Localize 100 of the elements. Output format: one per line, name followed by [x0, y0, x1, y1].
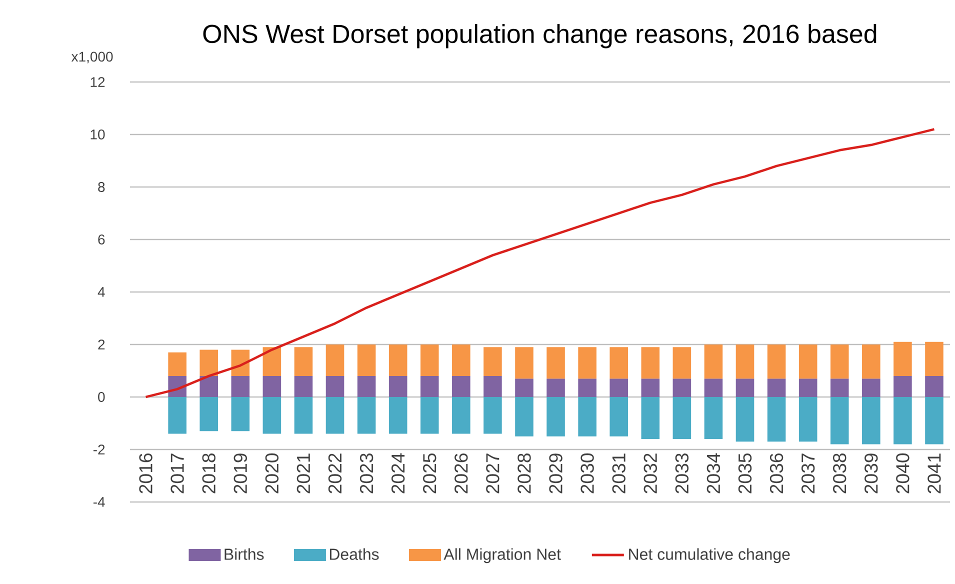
bar: [672, 347, 692, 379]
bar: [704, 344, 723, 379]
bar: [231, 396, 250, 432]
bar: [294, 376, 313, 397]
bar: [200, 350, 218, 376]
bar: [515, 396, 534, 436]
bar: [357, 376, 376, 397]
bar: [546, 396, 565, 436]
y-tick-label: 0: [98, 392, 105, 402]
x-tick-label: 2033: [675, 454, 689, 494]
y-tick-label: 8: [98, 182, 105, 192]
bar: [420, 376, 439, 397]
bar: [610, 378, 628, 397]
bar: [704, 378, 723, 397]
bar: [862, 378, 880, 397]
x-tick-label: 2035: [738, 453, 752, 494]
y-tick-label: -2: [93, 444, 105, 454]
bar: [736, 344, 754, 379]
x-tick-label: 2022: [328, 454, 342, 494]
bar: [830, 396, 849, 444]
bar: [326, 376, 344, 397]
bar: [830, 344, 849, 379]
bar: [546, 347, 565, 379]
bar: [578, 347, 596, 379]
bar: [326, 344, 344, 376]
x-tick-label: 2025: [423, 453, 436, 494]
bar: [168, 396, 186, 434]
x-tick-label: 2036: [770, 454, 784, 494]
bar: [200, 376, 218, 397]
x-tick-label: 2041: [928, 454, 941, 494]
bar: [798, 396, 818, 442]
legend-label: Deaths: [330, 548, 379, 560]
x-tick-label: 2027: [486, 454, 500, 494]
legend-label: Net cumulative change: [629, 548, 790, 564]
bar: [610, 396, 628, 436]
bar: [736, 378, 754, 397]
bar: [672, 378, 692, 397]
x-tick-label: 2039: [864, 454, 878, 494]
bar: [641, 378, 660, 397]
x-tick-label: 2032: [644, 454, 658, 494]
y-axis-title: x1,000: [71, 52, 113, 64]
x-tick-label: 2031: [612, 454, 626, 494]
bar: [388, 396, 408, 434]
legend-label: All Migration Net: [444, 548, 561, 564]
bar: [862, 344, 880, 379]
bar: [357, 344, 376, 376]
bar: [798, 378, 818, 397]
x-tick-label: 2018: [202, 454, 216, 494]
bar: [515, 378, 534, 397]
x-tick-label: 2024: [391, 453, 405, 494]
bar: [925, 342, 944, 376]
x-tick-label: 2030: [580, 453, 594, 494]
bar: [388, 376, 408, 397]
x-tick-label: 2017: [170, 454, 184, 494]
bar: [420, 344, 439, 376]
bar: [578, 378, 596, 397]
bar: [168, 352, 186, 376]
bar: [830, 378, 849, 397]
bar: [641, 396, 660, 439]
x-tick-label: 2038: [832, 454, 846, 494]
bar: [767, 378, 786, 397]
bar: [452, 396, 470, 434]
bar: [736, 396, 754, 442]
bar: [326, 396, 344, 434]
bar: [610, 347, 628, 379]
chart-title: ONS West Dorset population change reasons, 2016 based: [203, 24, 876, 48]
y-tick-label: 2: [98, 340, 105, 350]
bar: [767, 344, 786, 379]
bar: [262, 376, 282, 397]
bar: [452, 344, 470, 376]
bar: [262, 347, 282, 376]
bar: [420, 396, 439, 434]
y-tick-label: 4: [98, 287, 105, 297]
bar: [200, 396, 218, 432]
x-tick-label: 2028: [518, 454, 531, 494]
bar: [641, 347, 660, 379]
bar: [388, 344, 408, 376]
x-tick-label: 2026: [454, 454, 468, 494]
bar: [798, 344, 818, 379]
bar: [925, 396, 944, 444]
bar: [704, 396, 723, 439]
bar: [231, 376, 250, 397]
bar: [452, 376, 470, 397]
y-tick-label: 12: [90, 77, 105, 87]
bar: [672, 396, 692, 439]
y-tick-label: 10: [90, 130, 105, 140]
y-tick-label: -4: [93, 497, 105, 507]
x-tick-label: 2021: [296, 454, 310, 494]
bar: [862, 396, 880, 444]
x-tick-label: 2016: [139, 454, 152, 494]
x-tick-label: 2029: [549, 454, 562, 494]
bar: [357, 396, 376, 434]
bar: [484, 347, 502, 376]
y-tick-label: 6: [98, 234, 105, 244]
bar: [484, 396, 502, 434]
bar: [767, 396, 786, 442]
bar: [894, 376, 912, 397]
bar: [484, 376, 502, 397]
bar: [894, 342, 912, 376]
bar: [515, 347, 534, 379]
